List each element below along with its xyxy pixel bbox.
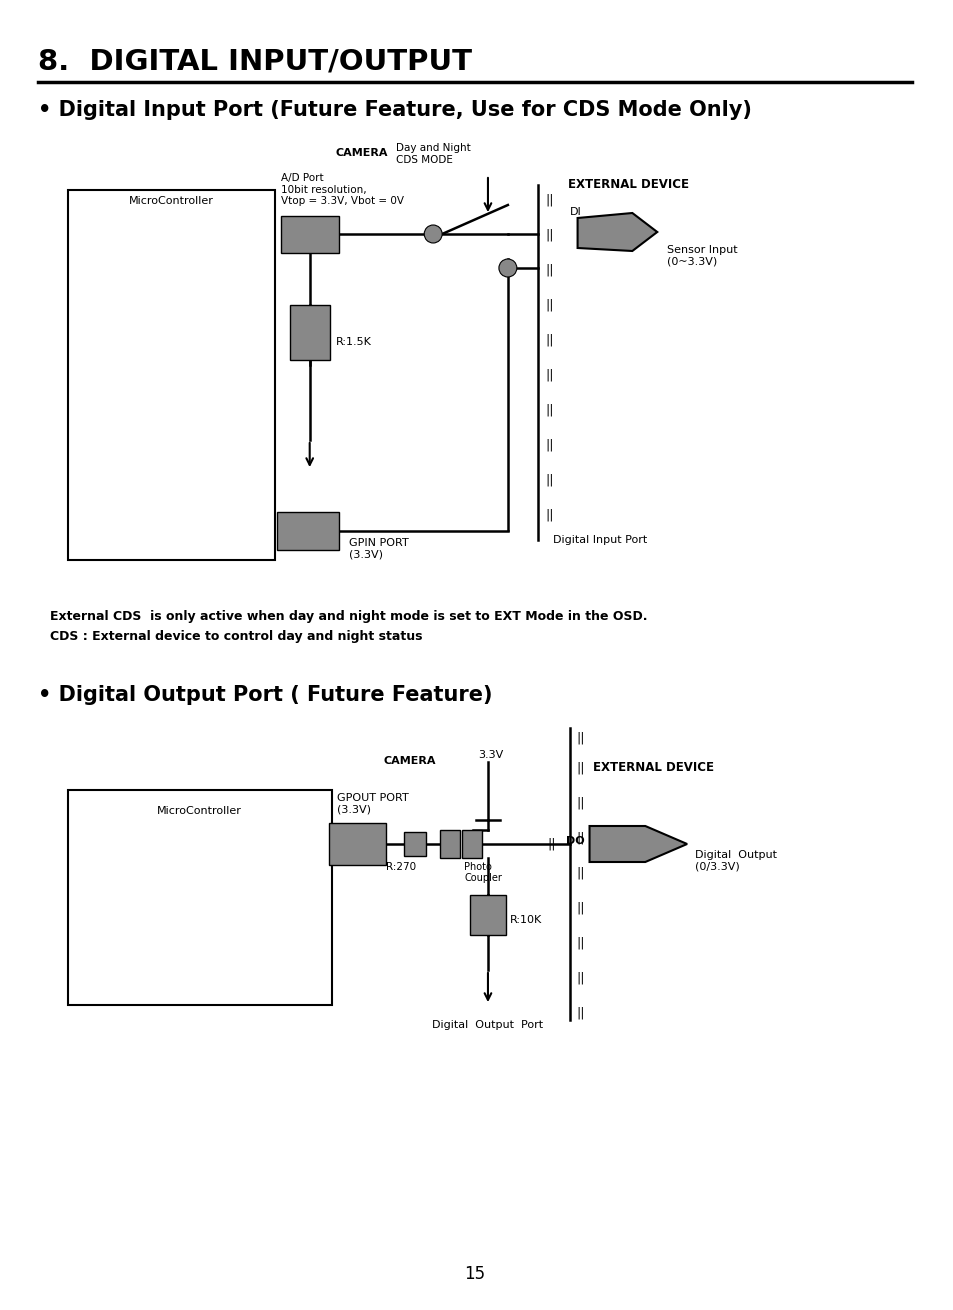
Circle shape (424, 225, 441, 242)
Text: EXTERNAL DEVICE: EXTERNAL DEVICE (592, 761, 713, 774)
Text: R:10K: R:10K (509, 914, 541, 925)
Text: ||: || (545, 508, 554, 521)
Polygon shape (589, 827, 686, 862)
Text: CAMERA: CAMERA (335, 148, 388, 159)
Text: ||: || (576, 901, 584, 914)
Text: Sensor Input
(0~3.3V): Sensor Input (0~3.3V) (666, 245, 737, 267)
Circle shape (498, 259, 517, 276)
Text: R:1.5K: R:1.5K (335, 337, 371, 347)
Text: 8.  DIGITAL INPUT/OUTPUT: 8. DIGITAL INPUT/OUTPUT (38, 48, 472, 76)
Text: External CDS  is only active when day and night mode is set to EXT Mode in the O: External CDS is only active when day and… (50, 610, 647, 624)
Text: Day and Night
CDS MODE: Day and Night CDS MODE (395, 143, 471, 165)
Bar (404, 832, 426, 855)
Text: Digital  Output  Port: Digital Output Port (432, 1020, 543, 1030)
Text: CDS : External device to control day and night status: CDS : External device to control day and… (50, 630, 422, 643)
Text: EXTERNAL DEVICE: EXTERNAL DEVICE (567, 178, 688, 191)
Text: ||: || (545, 194, 554, 207)
Text: DI: DI (569, 207, 580, 217)
Bar (461, 831, 481, 858)
Text: 15: 15 (464, 1265, 485, 1282)
Bar (280, 216, 338, 253)
Text: GPOUT PORT
(3.3V): GPOUT PORT (3.3V) (336, 793, 408, 815)
Text: Digital Input Port: Digital Input Port (552, 534, 646, 545)
Text: ||: || (576, 937, 584, 950)
Bar (439, 831, 459, 858)
Text: ||: || (576, 731, 584, 744)
Text: ||: || (545, 403, 554, 417)
Text: MicroController: MicroController (129, 196, 213, 206)
Bar (68, 790, 332, 1005)
Text: ||: || (545, 439, 554, 452)
Text: ||: || (547, 838, 555, 852)
Text: MicroController: MicroController (157, 806, 242, 816)
Text: • Digital Output Port ( Future Feature): • Digital Output Port ( Future Feature) (38, 685, 492, 705)
Text: R:270: R:270 (386, 862, 416, 872)
Bar (290, 305, 330, 360)
Text: 3.3V: 3.3V (477, 751, 503, 760)
Text: Photo
Coupler: Photo Coupler (463, 862, 501, 883)
Text: ||: || (576, 761, 584, 774)
Bar (68, 190, 274, 559)
Text: Digital  Output
(0/3.3V): Digital Output (0/3.3V) (695, 850, 777, 871)
Text: ||: || (545, 228, 554, 241)
Text: A/D Port
10bit resolution,
Vtop = 3.3V, Vbot = 0V: A/D Port 10bit resolution, Vtop = 3.3V, … (280, 173, 403, 206)
Bar (470, 895, 505, 935)
Text: ||: || (545, 299, 554, 312)
Text: • Digital Input Port (Future Feature, Use for CDS Mode Only): • Digital Input Port (Future Feature, Us… (38, 100, 751, 121)
Polygon shape (577, 214, 657, 252)
Text: ||: || (576, 796, 584, 810)
Bar (328, 823, 386, 865)
Text: ||: || (545, 263, 554, 276)
Text: ||: || (545, 473, 554, 486)
Text: GPIN PORT
(3.3V): GPIN PORT (3.3V) (348, 538, 408, 559)
Bar (276, 512, 338, 550)
Text: DO: DO (565, 836, 583, 846)
Text: ||: || (576, 972, 584, 985)
Text: ||: || (545, 334, 554, 347)
Text: ||: || (576, 866, 584, 879)
Text: CAMERA: CAMERA (383, 756, 436, 766)
Text: ||: || (545, 368, 554, 381)
Text: ||: || (576, 832, 584, 845)
Text: ||: || (576, 1006, 584, 1019)
